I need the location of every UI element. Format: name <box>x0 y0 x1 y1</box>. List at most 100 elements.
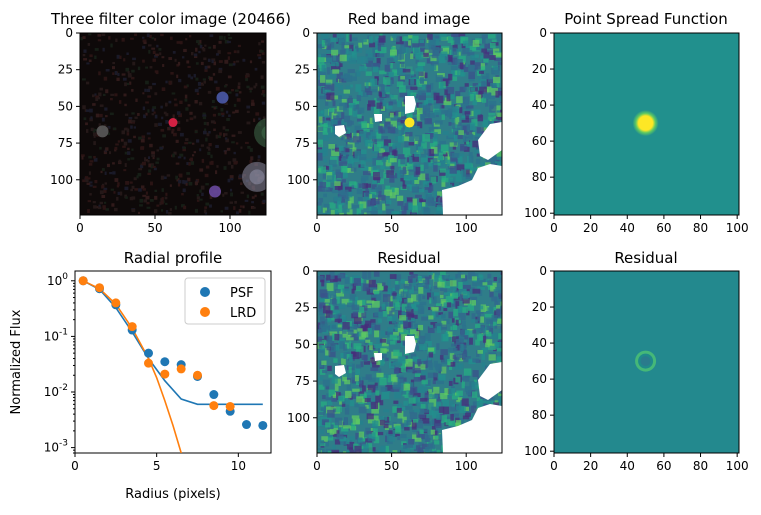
noise-pixel <box>361 175 369 181</box>
noise-pixel <box>384 166 391 175</box>
noise-pixel <box>424 189 429 196</box>
noise-pixel <box>242 205 245 209</box>
noise-pixel <box>477 114 484 122</box>
noise-pixel <box>379 126 388 134</box>
y-tick-label: 25 <box>58 63 73 77</box>
noise-pixel <box>392 69 398 73</box>
noise-pixel <box>134 116 138 119</box>
noise-pixel <box>468 91 473 96</box>
noise-pixel <box>222 193 225 197</box>
noise-pixel <box>479 86 488 95</box>
noise-pixel <box>365 60 373 67</box>
noise-pixel <box>371 294 377 302</box>
noise-pixel <box>94 55 97 60</box>
noise-pixel <box>127 71 130 74</box>
noise-pixel <box>377 318 382 323</box>
noise-pixel <box>453 357 459 363</box>
noise-pixel <box>145 101 149 104</box>
noise-pixel <box>345 196 350 205</box>
noise-pixel <box>86 109 90 112</box>
noise-pixel <box>235 93 239 97</box>
noise-pixel <box>406 308 414 317</box>
noise-pixel <box>496 348 502 352</box>
noise-pixel <box>190 161 195 165</box>
y-tick-label: 25 <box>295 63 310 77</box>
noise-pixel <box>412 198 417 206</box>
noise-pixel <box>161 188 164 192</box>
noise-pixel <box>468 71 476 80</box>
noise-pixel <box>458 156 463 163</box>
noise-pixel <box>396 407 402 413</box>
noise-pixel <box>109 171 113 175</box>
noise-pixel <box>340 316 347 324</box>
noise-pixel <box>379 419 385 426</box>
noise-pixel <box>151 108 155 112</box>
noise-pixel <box>396 81 404 88</box>
noise-pixel <box>162 134 167 138</box>
y-tick-label: 10-3 <box>44 439 68 455</box>
noise-pixel <box>422 83 429 88</box>
noise-pixel <box>362 38 367 43</box>
noise-pixel <box>330 42 335 48</box>
noise-pixel <box>320 53 328 59</box>
noise-pixel <box>387 279 391 287</box>
noise-pixel <box>461 176 470 181</box>
noise-pixel <box>339 54 347 62</box>
noise-pixel <box>172 51 176 54</box>
noise-pixel <box>322 305 331 314</box>
noise-pixel <box>414 437 422 442</box>
noise-pixel <box>423 181 430 188</box>
noise-pixel <box>349 353 353 362</box>
noise-pixel <box>237 131 242 134</box>
noise-pixel <box>154 123 158 127</box>
noise-pixel <box>351 52 357 61</box>
noise-pixel <box>422 110 431 118</box>
noise-pixel <box>379 148 386 157</box>
noise-pixel <box>368 100 376 107</box>
noise-pixel <box>365 123 374 128</box>
noise-pixel <box>351 372 355 380</box>
noise-pixel <box>140 163 143 167</box>
noise-pixel <box>423 162 429 169</box>
noise-pixel <box>419 385 428 393</box>
noise-pixel <box>98 204 101 208</box>
noise-pixel <box>356 56 364 64</box>
noise-pixel <box>344 417 348 426</box>
noise-pixel <box>359 107 365 114</box>
noise-pixel <box>407 276 416 284</box>
noise-pixel <box>477 284 486 290</box>
noise-pixel <box>351 304 360 310</box>
noise-pixel <box>459 86 466 93</box>
noise-pixel <box>317 275 324 280</box>
noise-pixel <box>449 112 455 119</box>
noise-pixel <box>371 291 377 298</box>
mask-region <box>442 164 502 215</box>
noise-pixel <box>440 276 444 283</box>
psf-frame <box>553 32 740 216</box>
noise-pixel <box>381 391 390 400</box>
noise-pixel <box>349 436 355 441</box>
noise-pixel <box>415 372 421 378</box>
noise-pixel <box>230 177 234 181</box>
noise-pixel <box>251 102 255 106</box>
noise-pixel <box>89 108 93 113</box>
noise-pixel <box>129 181 133 184</box>
noise-pixel <box>466 391 472 396</box>
noise-pixel <box>446 86 455 95</box>
noise-pixel <box>341 42 345 49</box>
noise-pixel <box>400 291 409 299</box>
noise-pixel <box>196 199 200 202</box>
noise-pixel <box>446 159 451 167</box>
noise-pixel <box>405 85 412 89</box>
noise-pixel <box>361 149 367 158</box>
noise-pixel <box>433 141 438 146</box>
noise-pixel <box>205 202 210 206</box>
noise-pixel <box>89 160 94 163</box>
noise-pixel <box>370 190 377 196</box>
noise-pixel <box>225 110 229 114</box>
noise-pixel <box>335 81 340 88</box>
noise-pixel <box>353 129 357 138</box>
noise-pixel <box>346 168 354 173</box>
noise-pixel <box>436 378 444 385</box>
noise-pixel <box>237 50 240 54</box>
